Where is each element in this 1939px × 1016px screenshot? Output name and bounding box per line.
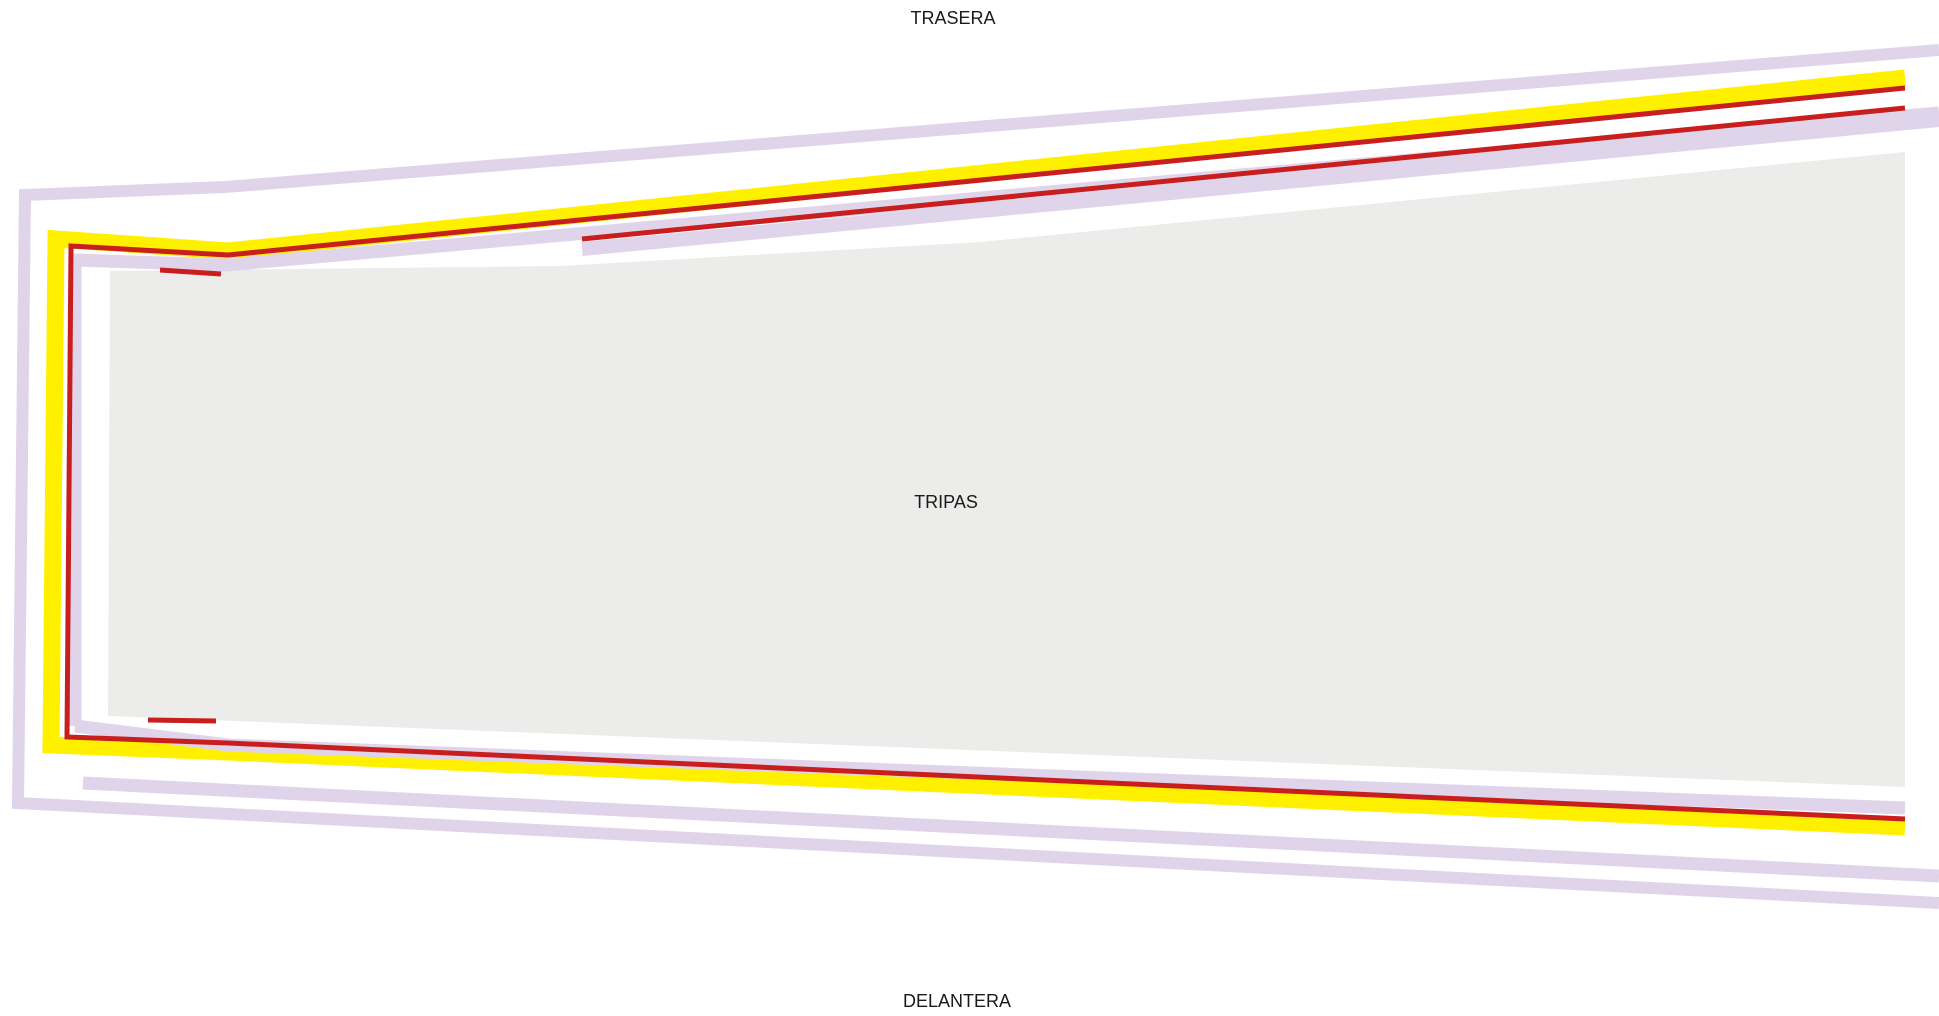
center-field xyxy=(108,152,1905,787)
red-top-short-mark xyxy=(159,267,222,277)
label-tripas: TRIPAS xyxy=(914,492,978,512)
red-outer-line xyxy=(64,85,1906,822)
red-bottom-short-mark xyxy=(147,717,217,724)
red-inner-top-line xyxy=(581,105,1906,242)
inner-bottom-right-band xyxy=(82,776,1939,883)
label-delantera: DELANTERA xyxy=(903,991,1011,1011)
yellow-band xyxy=(42,69,1906,836)
outer-boundary-band xyxy=(11,44,1939,909)
label-trasera: TRASERA xyxy=(910,8,995,28)
inner-top-right-band xyxy=(581,113,1939,256)
